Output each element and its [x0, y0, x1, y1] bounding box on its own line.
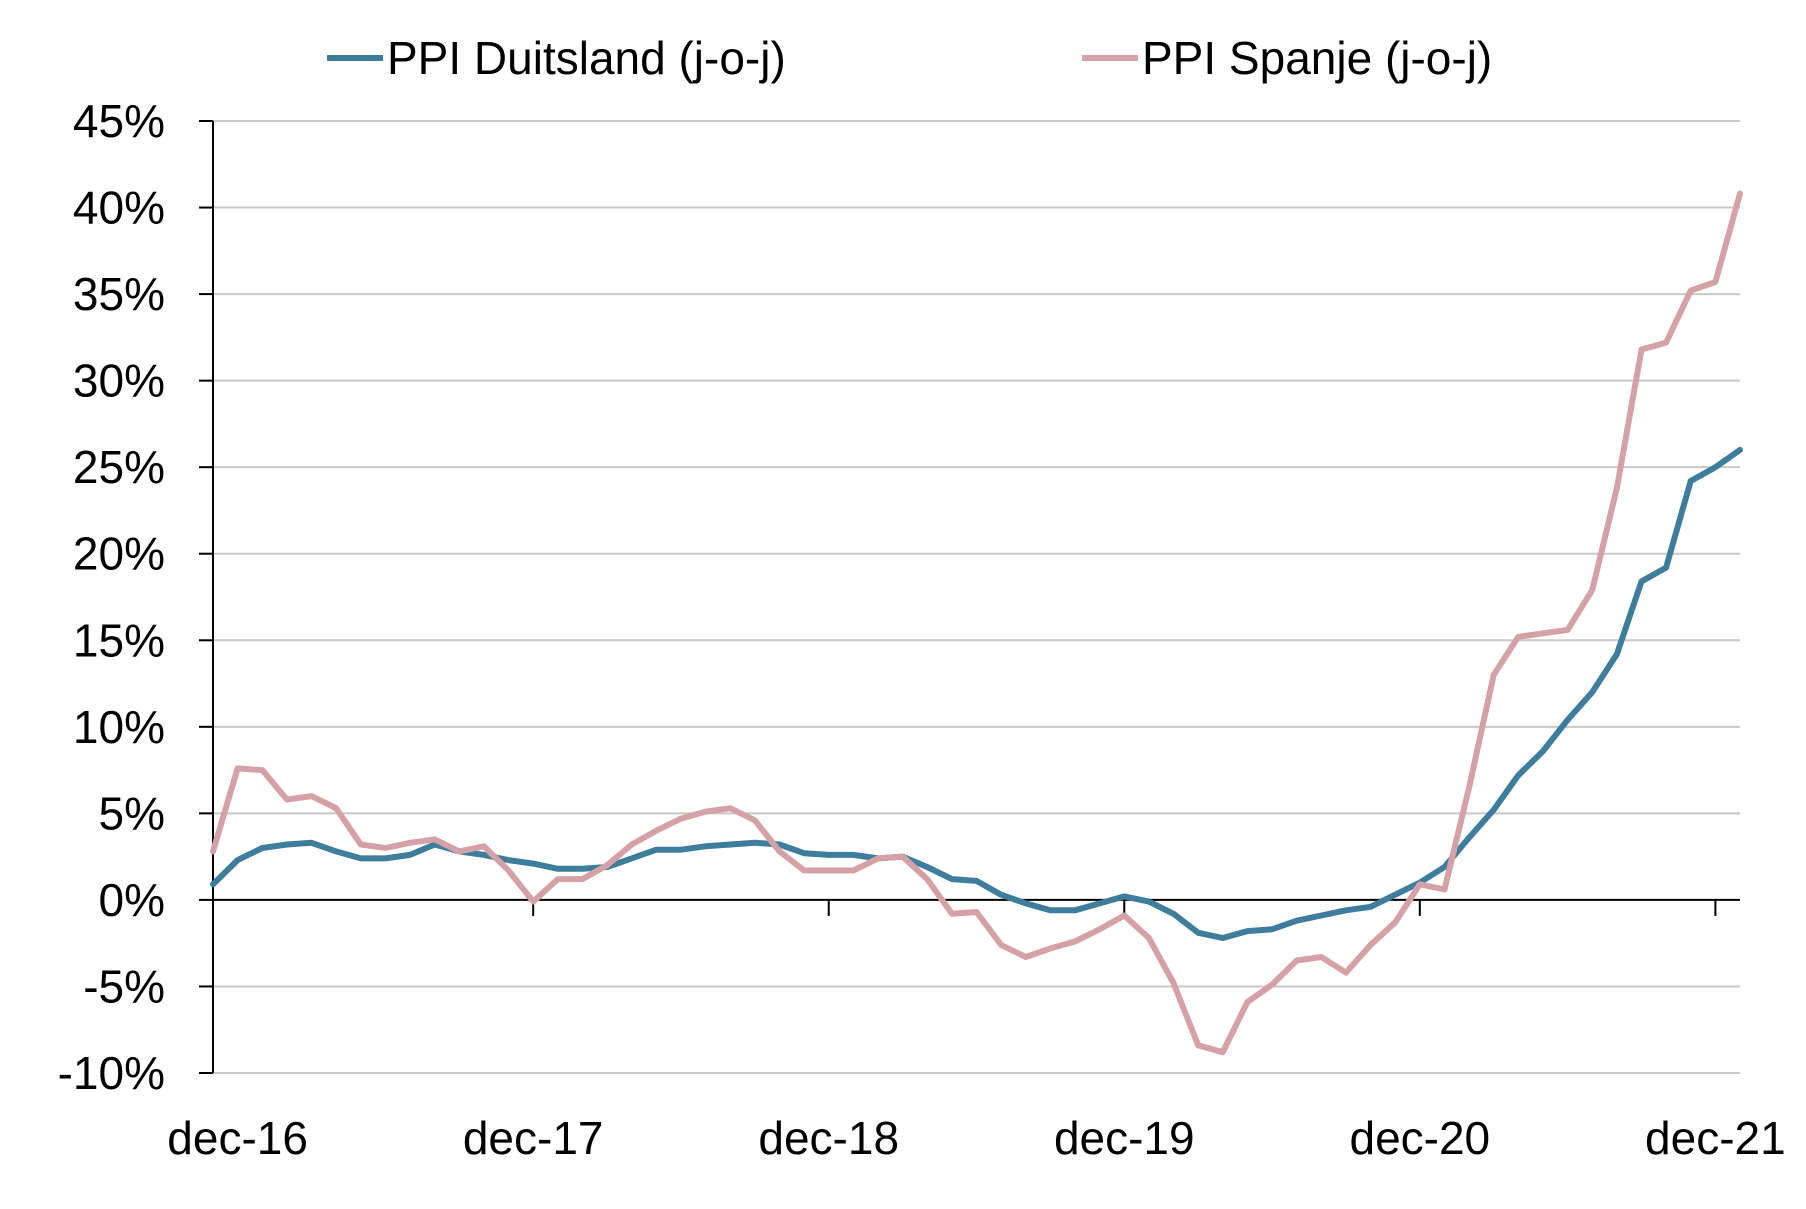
series-line-ppi-duitsland — [210, 446, 1743, 941]
x-tick-label: dec-19 — [1054, 1112, 1195, 1164]
legend-label: PPI Duitsland (j-o-j) — [387, 32, 786, 84]
y-tick-label: 40% — [73, 182, 165, 234]
series-lines — [210, 190, 1743, 1056]
x-tick-label: dec-20 — [1349, 1112, 1490, 1164]
y-tick-label: 30% — [73, 355, 165, 407]
y-tick-label: -10% — [58, 1047, 165, 1099]
y-tick-label: 10% — [73, 701, 165, 753]
series-line-ppi-spanje — [210, 190, 1743, 1056]
x-tick-label: dec-16 — [167, 1112, 308, 1164]
y-tick-labels: 45% 40% 35% 30% 25% 20% 15% 10% 5% 0% -5% -10% — [58, 95, 165, 1099]
gridlines — [213, 120, 1740, 1074]
axes — [199, 120, 1740, 1074]
y-tick-label: 0% — [99, 874, 165, 926]
legend: PPI Duitsland (j-o-j) PPI Spanje (j-o-j) — [327, 32, 1492, 84]
y-tick-label: 35% — [73, 268, 165, 320]
y-tick-label: 45% — [73, 95, 165, 147]
x-tick-labels: dec-16 dec-17 dec-18 dec-19 dec-20 dec-21 — [167, 1112, 1785, 1164]
legend-label: PPI Spanje (j-o-j) — [1142, 32, 1492, 84]
y-tick-label: 5% — [99, 787, 165, 839]
y-tick-label: 20% — [73, 528, 165, 580]
x-tick-label: dec-17 — [463, 1112, 604, 1164]
y-tick-label: 15% — [73, 614, 165, 666]
x-tick-label: dec-18 — [758, 1112, 899, 1164]
x-tick-label: dec-21 — [1645, 1112, 1786, 1164]
y-tick-label: -5% — [83, 960, 165, 1012]
y-tick-label: 25% — [73, 441, 165, 493]
